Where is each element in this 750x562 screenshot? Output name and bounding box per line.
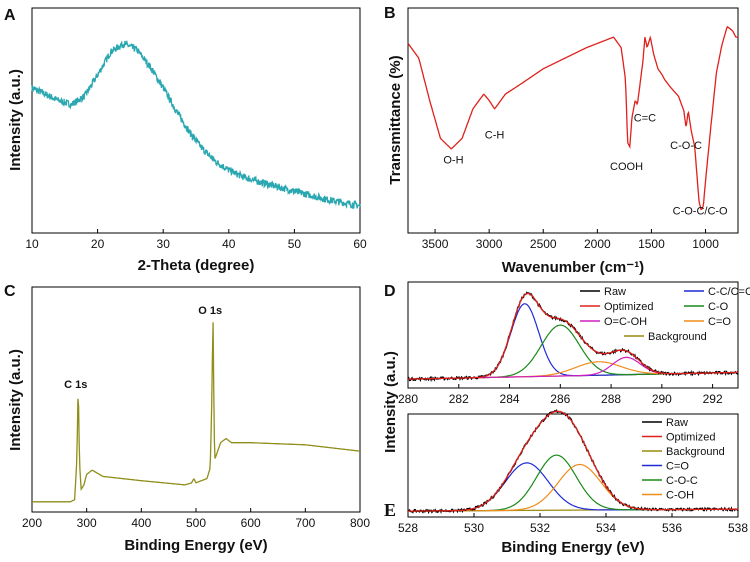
- panel-b-annotations: O-H C-H COOH C=C C-O-C C-O-C/C-O: [443, 113, 728, 218]
- panel-c-xtick-label: 600: [241, 516, 261, 530]
- panel-b-annotation: C-H: [485, 129, 505, 141]
- panel-a-series-line: [31, 39, 361, 210]
- panel-c-series-line: [32, 322, 360, 503]
- panel-a-xtick-label: 20: [91, 237, 105, 251]
- panel-letter-a: A: [4, 7, 16, 24]
- panel-d-optimized-line: [408, 292, 738, 380]
- panel-letter-d: D: [384, 283, 396, 300]
- panel-d-legend-label: Optimized: [604, 301, 654, 313]
- panel-b-annotation: C-O-C/C-O: [673, 205, 728, 217]
- panel-b-annotation: C=C: [634, 113, 656, 125]
- panel-e-xtick-label: 538: [728, 521, 748, 535]
- panel-e-legend: Raw Optimized Background C=O C-O-C C-OH: [642, 417, 725, 502]
- panel-b-annotation: COOH: [610, 161, 643, 173]
- panel-letter-c: C: [4, 283, 16, 300]
- panel-b-xtick-label: 2000: [584, 237, 611, 251]
- panel-letter-b: B: [384, 5, 396, 22]
- panel-c-ylabel: Intensity (a.u.): [7, 349, 24, 451]
- panel-b-annotation: O-H: [443, 155, 463, 167]
- panel-d-legend-label: C-C/C=C: [708, 286, 750, 298]
- panel-a-xtick-label: 50: [288, 237, 302, 251]
- panel-d-series: [407, 291, 739, 383]
- panel-d-peak-c-o: [408, 361, 738, 380]
- panel-letter-e: E: [384, 500, 396, 520]
- panel-d-xtick-label: 292: [703, 392, 723, 406]
- panel-d-legend-label: C=O: [708, 316, 731, 328]
- panel-b-xlabel: Wavenumber (cm⁻¹): [502, 259, 644, 276]
- panel-b-xtick-label: 3000: [476, 237, 503, 251]
- panel-e-xtick-label: 532: [530, 521, 550, 535]
- panel-a-xtick-label: 10: [25, 237, 39, 251]
- panel-a-xtick-label: 30: [157, 237, 171, 251]
- panel-a-chart: 10 20 30 40 50 60 2-Theta (degree) Intensity …: [7, 7, 367, 274]
- panel-a-ylabel: Intensity (a.u.): [7, 69, 24, 171]
- panel-c-annotation: C 1s: [64, 379, 87, 391]
- panel-e-xtick-label: 534: [596, 521, 616, 535]
- panel-c-series: [32, 322, 360, 503]
- panel-e-legend-label: Background: [666, 446, 725, 458]
- panel-e-legend-label: C=O: [666, 461, 689, 473]
- panel-c-annotations: C 1s O 1s: [64, 305, 222, 391]
- panel-e-xtick-label: 536: [662, 521, 682, 535]
- panel-c-annotation: O 1s: [198, 305, 222, 317]
- panel-a-ticks: 10 20 30 40 50 60: [25, 229, 367, 251]
- panel-d-xtick-label: 280: [398, 392, 418, 406]
- panel-c-xlabel: Binding Energy (eV): [124, 537, 267, 554]
- panel-e-legend-label: Optimized: [666, 432, 716, 444]
- panel-b-series-line: [407, 25, 738, 211]
- panel-d-ticks: 280 282 284 286 288 290 292: [398, 384, 723, 406]
- panel-b-ylabel: Transmittance (%): [387, 55, 404, 184]
- panel-c-frame: [31, 286, 361, 513]
- panel-c-xtick-label: 800: [350, 516, 370, 530]
- panel-d-xtick-label: 286: [550, 392, 570, 406]
- panel-d-legend-label: C-O: [708, 301, 729, 313]
- panel-c-xtick-label: 400: [131, 516, 151, 530]
- panel-e-legend-label: Raw: [666, 417, 688, 429]
- panel-d-xtick-label: 290: [652, 392, 672, 406]
- panel-d-legend-label: Background: [648, 331, 707, 343]
- panel-e-frame: [407, 413, 739, 518]
- panel-a-series: [31, 39, 361, 210]
- panel-c-chart: 200 300 400 500 600 700 800 C 1s O 1s Binding E…: [7, 286, 370, 554]
- panel-b-series: [407, 25, 738, 211]
- panel-e-ticks: 528 530 532 534 536 538: [398, 513, 748, 535]
- panel-b-annotation: C-O-C: [670, 140, 702, 152]
- panel-a-xlabel: 2-Theta (degree): [138, 257, 255, 274]
- panel-b-frame: [407, 7, 739, 234]
- panel-c-xtick-label: 700: [295, 516, 315, 530]
- panel-b-xtick-label: 1000: [692, 237, 719, 251]
- panel-c-xtick-label: 500: [186, 516, 206, 530]
- panel-b-ticks: 3500 3000 2500 2000 1500 1000: [422, 229, 719, 251]
- panel-b-xtick-label: 2500: [530, 237, 557, 251]
- panel-d-xtick-label: 284: [500, 392, 520, 406]
- panel-c-xtick-label: 200: [22, 516, 42, 530]
- panel-a-xtick-label: 40: [222, 237, 236, 251]
- panel-d-legend-label: O=C-OH: [604, 316, 647, 328]
- panel-d-legend: Raw C-C/C=C Optimized C-O O=C-OH C=OBackgroun…: [580, 286, 750, 343]
- panel-d-frame: [407, 281, 739, 389]
- panel-c-xtick-label: 300: [77, 516, 97, 530]
- panel-d-chart: 280 282 284 286 288 290 292 Raw C-C/C=C Optimize…: [398, 281, 750, 406]
- panel-b-chart: 3500 3000 2500 2000 1500 1000 O-H C-H COOH C=C C-…: [387, 7, 739, 276]
- panel-de-ylabel: Intensity (a.u.): [382, 351, 399, 453]
- panel-e-chart: 528 530 532 534 536 538 Raw Optimized Backgroun…: [398, 409, 748, 556]
- panel-e-legend-label: C-O-C: [666, 475, 698, 487]
- panel-d-legend-label: Raw: [604, 286, 626, 298]
- panel-e-xlabel: Binding Energy (eV): [501, 539, 644, 556]
- panel-d-xtick-label: 288: [601, 392, 621, 406]
- panel-a-frame: [31, 7, 361, 234]
- panel-a-xtick-label: 60: [353, 237, 367, 251]
- panel-e-series: [407, 409, 739, 515]
- panel-e-optimized-line: [408, 410, 738, 512]
- panel-d-xtick-label: 282: [449, 392, 469, 406]
- panel-e-xtick-label: 530: [464, 521, 484, 535]
- panel-e-xtick-label: 528: [398, 521, 418, 535]
- panel-c-ticks: 200 300 400 500 600 700 800: [22, 508, 370, 530]
- panel-b-xtick-label: 3500: [422, 237, 449, 251]
- panel-b-xtick-label: 1500: [638, 237, 665, 251]
- panel-e-legend-label: C-OH: [666, 490, 694, 502]
